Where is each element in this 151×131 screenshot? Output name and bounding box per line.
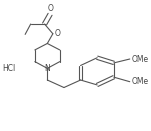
Text: N: N xyxy=(44,64,50,73)
Text: OMe: OMe xyxy=(131,54,148,64)
Text: O: O xyxy=(47,4,53,13)
Text: O: O xyxy=(55,29,61,38)
Text: OMe: OMe xyxy=(131,77,148,86)
Text: HCl: HCl xyxy=(2,64,15,73)
